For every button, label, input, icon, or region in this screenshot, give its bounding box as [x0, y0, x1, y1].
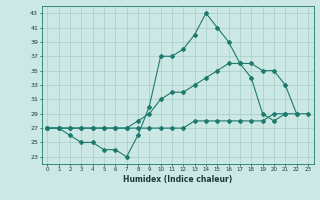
X-axis label: Humidex (Indice chaleur): Humidex (Indice chaleur)	[123, 175, 232, 184]
